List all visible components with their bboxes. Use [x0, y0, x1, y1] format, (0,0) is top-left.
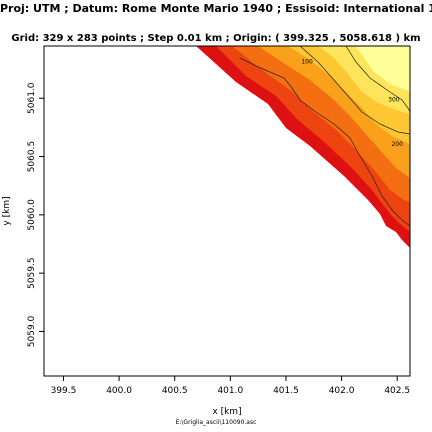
y-tick-label: 5060.0: [27, 199, 37, 231]
contour-line-3: [345, 45, 411, 113]
x-tick-label: 401.5: [273, 386, 299, 396]
x-tick-label: 402.5: [384, 386, 410, 396]
y-tick-label: 5059.5: [27, 257, 37, 289]
x-tick-label: 400.0: [106, 386, 132, 396]
chart-subtitle: Grid: 329 x 283 points ; Step 0.01 km ; …: [11, 33, 421, 44]
x-tick-label: 401.0: [217, 386, 243, 396]
plot-fill-layer: [196, 46, 410, 248]
y-tick-label: 5060.5: [27, 141, 37, 173]
plot-frame: [43, 45, 411, 377]
contour-labels-layer: 100 300 200: [301, 58, 403, 148]
x-axis-ticks: 399.5 400.0 400.5 401.0 401.5 402.0 402.5: [51, 376, 410, 396]
x-axis-label: x [km]: [212, 407, 241, 417]
contour-label-300: 300: [388, 97, 400, 104]
color-band-7: [356, 46, 410, 92]
contour-line-2: [299, 45, 411, 135]
contour-label-200: 200: [391, 141, 403, 148]
y-axis-ticks: 5059.0 5059.5 5060.0 5060.5 5061.0: [27, 82, 44, 347]
x-tick-label: 402.0: [329, 386, 355, 396]
source-filename: E:\Griglia_ascii\110090.asc: [175, 419, 257, 426]
contour-label-100: 100: [301, 58, 313, 65]
chart-title: Proj: UTM ; Datum: Rome Monte Mario 1940…: [0, 2, 432, 15]
x-tick-label: 400.5: [162, 386, 188, 396]
contour-lines-layer: [239, 45, 411, 227]
contour-line-1: [239, 57, 411, 227]
x-tick-label: 399.5: [51, 386, 77, 396]
y-axis-label: y [km]: [2, 196, 12, 225]
y-tick-label: 5059.0: [27, 315, 37, 347]
y-tick-label: 5061.0: [27, 82, 37, 114]
